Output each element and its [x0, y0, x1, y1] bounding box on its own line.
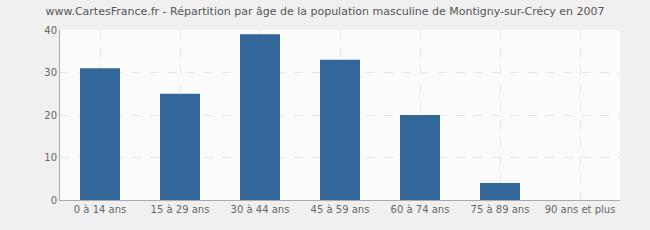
svg-text:45 à 59 ans: 45 à 59 ans	[311, 204, 370, 215]
svg-text:15 à 29 ans: 15 à 29 ans	[151, 204, 210, 215]
svg-text:www.CartesFrance.fr - Répartit: www.CartesFrance.fr - Répartition par âg…	[45, 5, 604, 18]
svg-text:40: 40	[44, 25, 57, 36]
svg-text:75 à 89 ans: 75 à 89 ans	[471, 204, 530, 215]
svg-text:0: 0	[51, 195, 57, 206]
svg-text:60 à 74 ans: 60 à 74 ans	[391, 204, 450, 215]
svg-text:30 à 44 ans: 30 à 44 ans	[231, 204, 290, 215]
svg-text:90 ans et plus: 90 ans et plus	[545, 204, 616, 215]
svg-text:10: 10	[44, 152, 57, 163]
svg-text:0 à 14 ans: 0 à 14 ans	[74, 204, 126, 215]
svg-text:20: 20	[44, 110, 57, 121]
svg-text:30: 30	[44, 67, 57, 78]
